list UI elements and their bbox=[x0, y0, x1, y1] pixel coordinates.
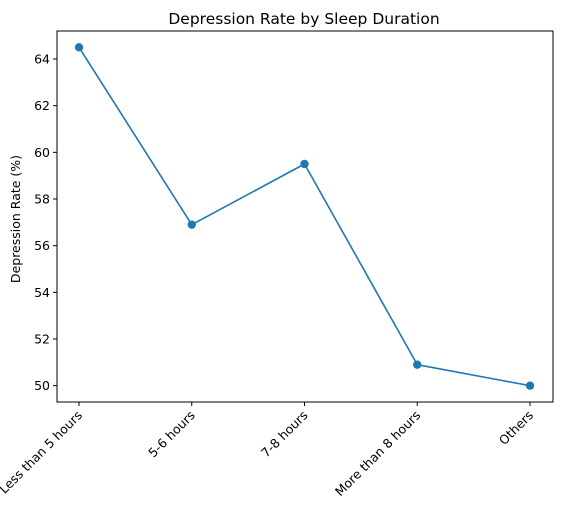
chart-title: Depression Rate by Sleep Duration bbox=[168, 10, 439, 28]
plot-area-frame bbox=[56, 30, 554, 403]
x-tick-label: 7-8 hours bbox=[258, 408, 311, 461]
y-axis-label: Depression Rate (%) bbox=[8, 155, 23, 283]
x-tick-label: Others bbox=[496, 408, 536, 448]
data-point-marker bbox=[525, 381, 535, 390]
y-axis-ticks: 50 52 54 56 58 60 62 64 bbox=[34, 52, 57, 393]
x-tick-label: More than 8 hours bbox=[332, 408, 424, 500]
series-layer bbox=[74, 43, 535, 390]
y-tick-label: 64 bbox=[34, 52, 50, 67]
x-tick-label: 5-6 hours bbox=[145, 408, 198, 461]
y-tick-label: 58 bbox=[34, 192, 50, 207]
data-point-marker bbox=[300, 159, 309, 169]
y-tick-label: 60 bbox=[34, 145, 50, 160]
series-line bbox=[78, 46, 531, 387]
data-point-marker bbox=[187, 220, 196, 229]
x-tick-label: Less than 5 hours bbox=[0, 408, 85, 497]
y-tick-label: 50 bbox=[34, 378, 50, 393]
y-tick-label: 54 bbox=[34, 285, 50, 300]
data-point-marker bbox=[413, 360, 422, 369]
y-tick-label: 62 bbox=[34, 98, 50, 113]
y-tick-label: 56 bbox=[34, 238, 50, 253]
data-point-marker bbox=[74, 43, 84, 52]
x-axis-ticks: Less than 5 hours 5-6 hours 7-8 hours More … bbox=[0, 402, 536, 499]
y-tick-label: 52 bbox=[34, 332, 50, 347]
